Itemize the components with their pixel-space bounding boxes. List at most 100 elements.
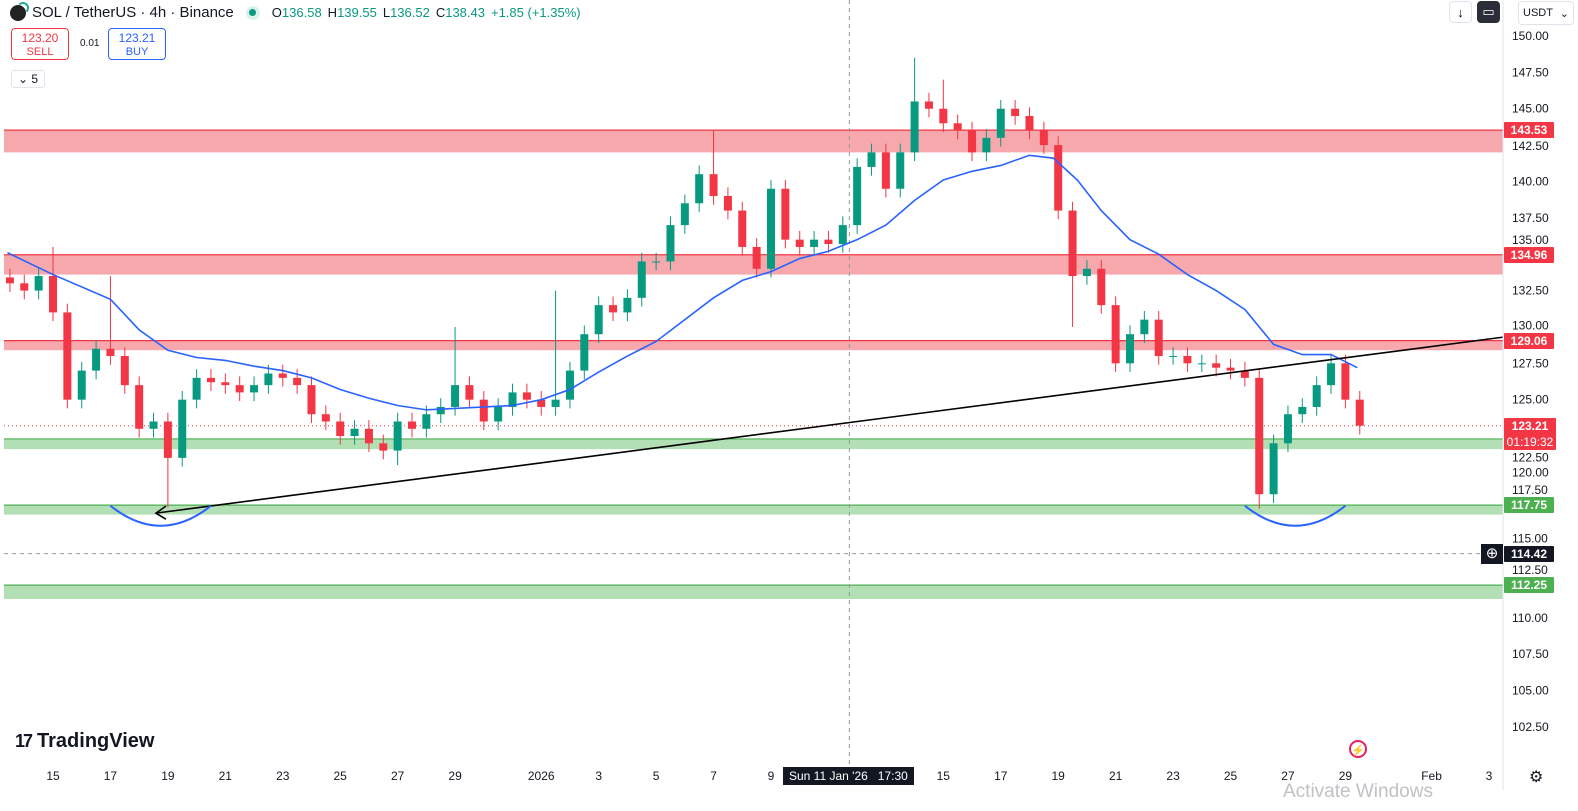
y-tick-label: 107.50	[1512, 647, 1549, 661]
candle-body	[881, 152, 890, 189]
candle-body	[1255, 377, 1264, 495]
x-tick-label: 17	[103, 769, 118, 783]
y-tick-label: 150.00	[1512, 29, 1549, 43]
resistance-zone	[4, 340, 1503, 351]
buy-button[interactable]: 123.21 BUY	[108, 28, 166, 60]
candle-body	[1011, 108, 1020, 117]
candle-body	[1068, 210, 1077, 277]
candle-body	[393, 421, 402, 451]
candle-body	[178, 399, 187, 458]
candle-body	[1054, 145, 1063, 211]
candle-body	[1283, 414, 1292, 444]
scroll-down-button[interactable]: ↓	[1449, 1, 1472, 23]
candle-body	[1140, 319, 1149, 335]
candle-body	[867, 152, 876, 167]
candle-body	[1327, 363, 1336, 386]
candle-body	[537, 399, 546, 407]
x-tick-label: 3	[1485, 769, 1493, 783]
candle-body	[408, 421, 416, 429]
resistance-price-tag: 129.06	[1504, 332, 1554, 349]
trendline	[155, 336, 1504, 514]
candle-body	[106, 348, 115, 357]
candle-body	[565, 370, 574, 400]
candle-body	[163, 421, 172, 458]
fullscreen-button[interactable]: ▭	[1477, 1, 1500, 23]
candle-body	[1312, 385, 1321, 407]
candle-body	[20, 283, 29, 291]
trendline-arrow	[154, 505, 167, 520]
candle-body	[422, 414, 431, 429]
y-tick-label: 102.50	[1512, 720, 1549, 734]
cup-arc	[109, 504, 212, 527]
candle-body	[795, 239, 804, 247]
y-tick-label: 120.00	[1512, 465, 1549, 479]
candle-body	[752, 246, 761, 269]
y-tick-label: 140.00	[1512, 174, 1549, 188]
candle-body	[1197, 363, 1206, 365]
y-tick-label: 142.50	[1512, 139, 1549, 153]
candle-body	[738, 210, 747, 247]
candle-body	[149, 421, 158, 429]
candle-body	[1111, 305, 1120, 364]
sell-button[interactable]: 123.20 SELL	[11, 28, 69, 60]
candle-body	[522, 392, 531, 400]
support-price-tag: 112.25	[1504, 577, 1554, 594]
x-tick-label: 21	[1108, 769, 1123, 783]
spread-value: 0.01	[80, 38, 100, 49]
candle-body	[1341, 363, 1350, 400]
candle-body	[968, 130, 977, 153]
candle-body	[1226, 367, 1235, 371]
candle-body	[1240, 370, 1249, 378]
x-tick-label: 25	[333, 769, 347, 783]
candle-body	[5, 277, 14, 284]
candle-body	[939, 108, 948, 124]
candle-body	[364, 428, 373, 444]
support-zone	[4, 585, 1503, 599]
candle-body	[1025, 116, 1034, 131]
candle-body	[1212, 363, 1221, 368]
y-tick-label: 130.00	[1512, 319, 1549, 333]
candle-body	[1126, 334, 1134, 364]
candle-body	[551, 399, 560, 407]
candle-body	[49, 276, 57, 313]
add-alert-plus-icon[interactable]: ⊕	[1481, 543, 1503, 564]
last-price-value: 123.21	[1511, 418, 1549, 433]
candle-body	[451, 385, 460, 407]
crosshair-time-label: Sun 11 Jan '26 17:30	[783, 767, 914, 785]
candle-body	[1082, 268, 1091, 277]
y-tick-label: 127.50	[1512, 356, 1549, 370]
windows-watermark: Activate Windows	[1283, 781, 1433, 802]
gear-icon[interactable]: ⚙	[1529, 769, 1544, 786]
candle-body	[1355, 399, 1364, 426]
lightning-icon[interactable]: ⚡	[1349, 740, 1367, 758]
candle-body	[637, 261, 646, 298]
candle-body	[336, 421, 345, 437]
candle-body	[235, 385, 244, 393]
indicators-toggle[interactable]: ⌄ 5	[11, 70, 46, 88]
candle-body	[594, 305, 603, 335]
candle-body	[853, 166, 862, 226]
candle-body	[910, 101, 919, 153]
candle-body	[278, 373, 287, 378]
candle-body	[1039, 130, 1048, 146]
x-tick-label: 23	[276, 769, 290, 783]
candle-body	[508, 392, 517, 407]
currency-select[interactable]: USDT ⌄	[1518, 1, 1574, 25]
candle-body	[838, 225, 847, 245]
candle-body	[321, 414, 330, 422]
candle-body	[767, 188, 775, 269]
x-tick-label: 2026	[527, 769, 555, 783]
x-tick-label: 21	[218, 769, 232, 783]
tv-logo-icon: 17	[15, 731, 33, 751]
x-tick-label: 15	[936, 769, 950, 783]
candle-body	[924, 101, 933, 109]
candle-body	[781, 188, 790, 240]
y-tick-label: 105.00	[1512, 684, 1549, 698]
symbol-title[interactable]: SOL / TetherUS · 4h · Binance	[32, 4, 234, 21]
x-tick-label: 19	[1051, 769, 1065, 783]
support-zone	[4, 505, 1503, 515]
candle-body	[1269, 443, 1278, 495]
y-tick-label: 115.00	[1512, 532, 1548, 546]
tradingview-logo[interactable]: 17 TradingView	[15, 730, 155, 752]
